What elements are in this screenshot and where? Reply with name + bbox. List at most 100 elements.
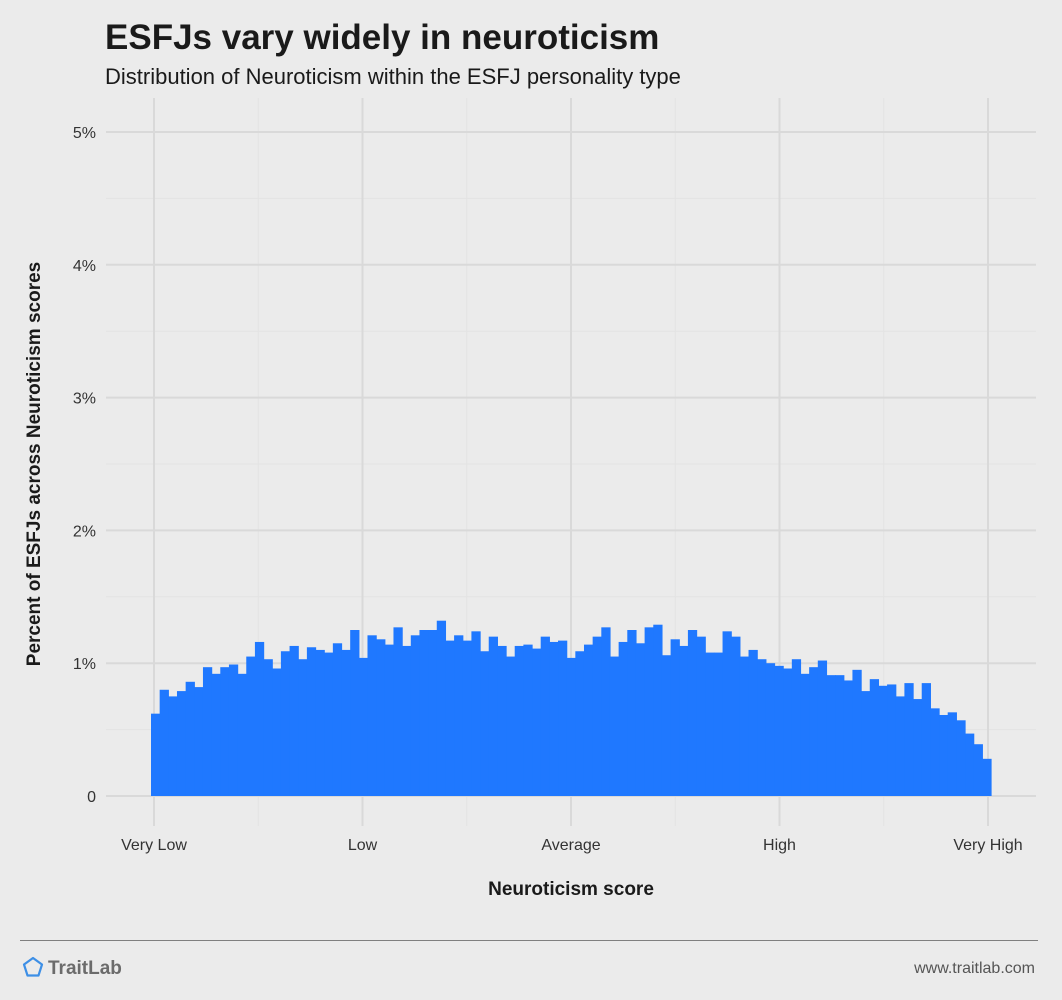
histogram-bar [618, 641, 628, 796]
histogram-bar [601, 627, 611, 796]
neuroticism-histogram: 0 1% 2% 3% 4% 5% Very Low Low Average High Very H… [24, 98, 1036, 900]
histogram-bar [151, 713, 161, 796]
histogram-bar [696, 636, 706, 796]
histogram-bar [644, 627, 654, 796]
x-tick-labels: Very Low Low Average High Very High [121, 837, 1023, 854]
histogram-bar [956, 720, 966, 796]
histogram-bar [687, 630, 698, 796]
histogram-bar [783, 668, 793, 796]
histogram-bar [592, 636, 602, 796]
histogram-bar [194, 687, 204, 796]
histogram-bar [861, 691, 871, 796]
histogram-bar [878, 685, 888, 796]
histogram-bar [263, 659, 273, 796]
histogram-bar [428, 630, 438, 796]
histogram-bar [869, 679, 880, 796]
histogram-bar [488, 636, 498, 796]
histogram-bar [982, 758, 992, 796]
histogram-bar [939, 714, 949, 796]
histogram-bar [757, 659, 767, 796]
histogram-bar [185, 681, 195, 796]
histogram-bar [705, 652, 715, 796]
x-tick-label: Average [541, 837, 600, 854]
histogram-bar [410, 635, 421, 796]
site-url[interactable]: www.traitlab.com [914, 960, 1035, 977]
y-tick-label: 4% [73, 258, 96, 275]
y-tick-labels: 0 1% 2% 3% 4% 5% [73, 125, 96, 806]
histogram-bar [497, 645, 507, 796]
histogram-bar [341, 649, 351, 796]
histogram-bar [887, 684, 897, 796]
histogram-bar [904, 683, 914, 796]
histogram-bar [220, 667, 230, 796]
histogram-bar [202, 667, 213, 796]
histogram-bar [237, 673, 247, 796]
histogram-bar [306, 647, 317, 796]
histogram-bar [480, 651, 490, 796]
histogram-bar [722, 631, 732, 796]
histogram-bar [731, 636, 741, 796]
histogram-bar [739, 656, 750, 796]
chart-subtitle: Distribution of Neuroticism within the E… [105, 64, 681, 89]
bars-layer [151, 620, 992, 796]
histogram-bar [384, 644, 395, 796]
histogram-bar [713, 652, 724, 796]
histogram-bar [748, 649, 758, 796]
histogram-bar [246, 656, 256, 796]
histogram-bar [254, 641, 265, 796]
histogram-bar [774, 665, 784, 796]
histogram-bar [532, 648, 542, 796]
histogram-bar [835, 675, 845, 796]
histogram-bar [627, 630, 637, 796]
histogram-bar [826, 675, 836, 796]
histogram-bar [332, 643, 343, 796]
histogram-bar [566, 657, 576, 796]
histogram-bar [635, 643, 646, 796]
histogram-bar [653, 624, 663, 796]
histogram-bar [280, 651, 291, 796]
histogram-bar [350, 630, 360, 796]
histogram-bar [358, 657, 369, 796]
histogram-bar [298, 659, 308, 796]
footer-divider [20, 940, 1038, 941]
histogram-bar [558, 640, 568, 796]
histogram-bar [930, 708, 940, 796]
x-tick-label: Low [348, 837, 378, 854]
histogram-bar [393, 627, 403, 796]
histogram-bar [965, 733, 975, 796]
histogram-bar [168, 696, 178, 796]
histogram-bar [921, 683, 931, 796]
histogram-bar [523, 644, 533, 796]
histogram-bar [272, 668, 282, 796]
histogram-bar [402, 645, 412, 796]
histogram-bar [436, 620, 447, 796]
histogram-bar [540, 636, 550, 796]
histogram-bar [176, 691, 187, 796]
histogram-bar [843, 680, 854, 796]
histogram-bar [471, 631, 481, 796]
y-tick-label: 2% [73, 523, 96, 540]
chart-title: ESFJs vary widely in neuroticism [105, 18, 660, 57]
y-axis-label: Percent of ESFJs across Neuroticism scor… [24, 262, 45, 666]
histogram-bar [445, 640, 455, 796]
histogram-bar [506, 656, 516, 796]
pentagon-icon [22, 956, 44, 983]
x-tick-label: High [763, 837, 796, 854]
y-tick-label: 1% [73, 656, 96, 673]
y-tick-label: 3% [73, 391, 96, 408]
histogram-bar [583, 644, 594, 796]
histogram-bar [211, 673, 221, 796]
histogram-bar [159, 689, 169, 796]
histogram-bar [973, 744, 983, 796]
histogram-bar [791, 659, 802, 796]
histogram-bar [549, 641, 559, 796]
histogram-bar [817, 660, 828, 796]
brand-name: TraitLab [48, 958, 122, 979]
histogram-bar [609, 656, 620, 796]
histogram-bar [514, 645, 524, 796]
histogram-bar [913, 699, 923, 796]
histogram-bar [809, 667, 819, 796]
histogram-bar [800, 673, 810, 796]
brand-logo[interactable]: TraitLab [22, 956, 122, 982]
x-axis-label: Neuroticism score [488, 879, 654, 900]
